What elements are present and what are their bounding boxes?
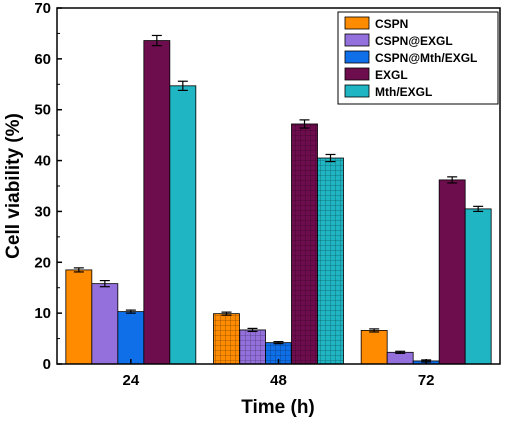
y-tick-label: 30	[34, 203, 51, 220]
y-tick-label: 40	[34, 153, 51, 170]
bar-hatch-overlay	[317, 158, 344, 364]
bar-exgl-24	[143, 40, 171, 365]
x-axis-ticks: 24 48 72	[122, 359, 435, 389]
x-axis-title: Time (h)	[241, 397, 315, 418]
legend-swatch	[344, 16, 370, 30]
y-tick-label: 50	[34, 102, 51, 119]
y-axis-title: Cell viability (%)	[3, 113, 24, 259]
bar-cspn-24	[65, 269, 93, 365]
bar-hatch-overlay	[213, 313, 240, 364]
bar-cspn-exgl-24	[91, 283, 119, 365]
legend: CSPN CSPN@EXGL CSPN@Mth/EXGL EXGL Mth/EXGL	[337, 11, 499, 105]
bars	[65, 40, 492, 365]
bar-hatch-overlay	[239, 329, 266, 364]
legend-swatch	[344, 33, 370, 47]
legend-swatch	[344, 84, 370, 98]
bar-exgl-72	[438, 179, 466, 365]
y-tick-label: 60	[34, 51, 51, 68]
y-tick-label: 70	[34, 0, 51, 17]
y-tick-label: 10	[34, 305, 51, 322]
bar-cspn-72	[360, 330, 388, 365]
x-tick-label: 24	[122, 372, 139, 389]
bar-cspn-mth-exgl-24	[117, 311, 145, 365]
bar-mth-exgl-72	[464, 208, 492, 365]
legend-label: CSPN@Mth/EXGL	[375, 51, 477, 65]
y-axis-ticks: 0 10 20 30 40 50 60 70	[34, 0, 62, 373]
bar-mth-exgl-24	[169, 85, 197, 365]
legend-label: CSPN	[375, 17, 408, 31]
legend-label: CSPN@EXGL	[375, 34, 453, 48]
bar-cspn-exgl-72	[386, 351, 414, 365]
legend-swatch	[344, 67, 370, 81]
x-tick-label: 48	[270, 372, 287, 389]
legend-label: EXGL	[375, 68, 408, 82]
bar-hatch-overlay	[291, 123, 318, 364]
y-tick-label: 0	[43, 356, 51, 373]
x-tick-label: 72	[418, 372, 435, 389]
legend-swatch	[344, 50, 370, 64]
bar-hatch-overlay	[265, 342, 292, 364]
legend-label: Mth/EXGL	[375, 85, 432, 99]
y-tick-label: 20	[34, 254, 51, 271]
